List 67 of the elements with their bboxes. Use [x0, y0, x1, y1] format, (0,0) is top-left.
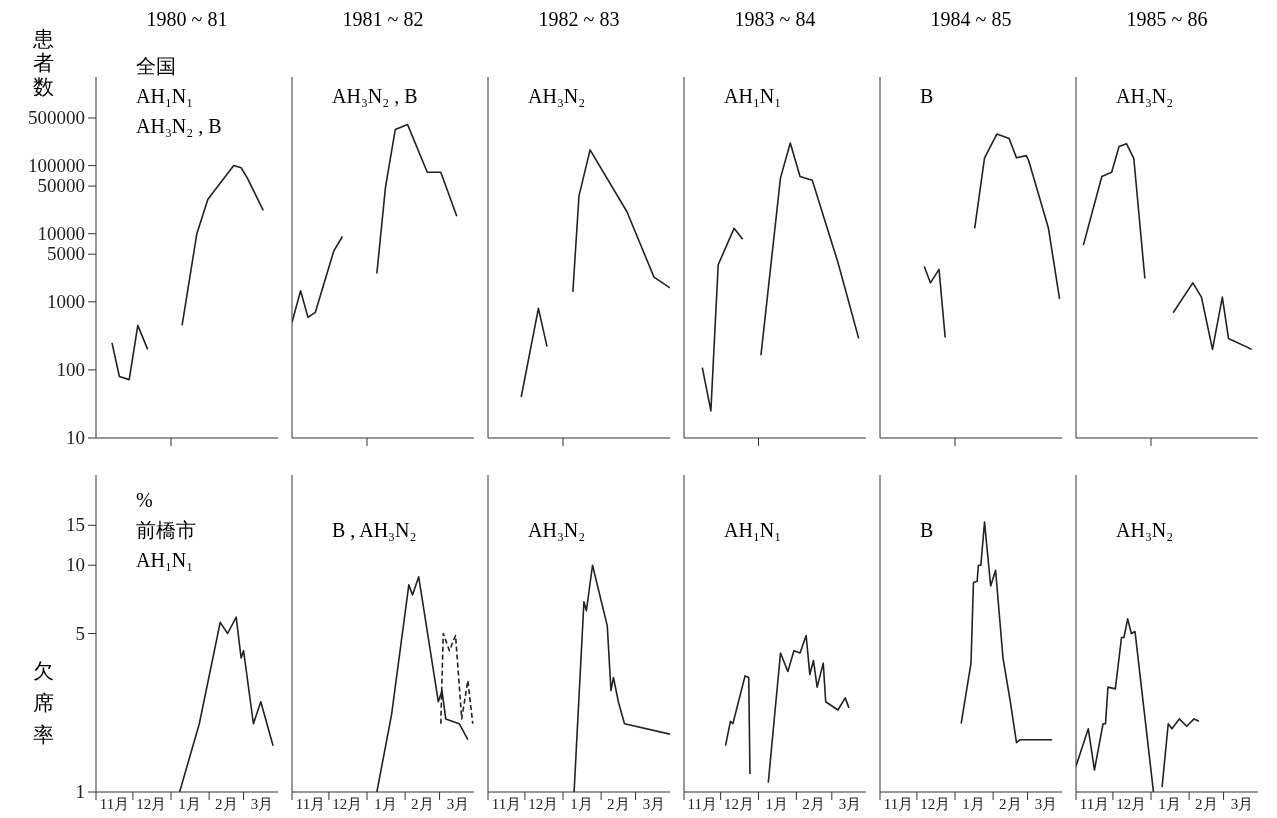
x-tick-label: 3月: [1034, 796, 1058, 812]
y-tick-label: 100: [56, 358, 85, 380]
chart-title: 1981 ~ 82: [341, 8, 425, 31]
x-tick-label: 1月: [570, 796, 593, 812]
y-tick-label: 500000: [28, 107, 85, 128]
x-tick-label: 2月: [802, 796, 825, 812]
y-tick-label: 50000: [37, 175, 85, 197]
annotation: AH₃N₂ , B: [136, 114, 222, 138]
y-axis-title: 欠席率: [33, 658, 55, 749]
annotation: AH₃N₂: [1116, 518, 1174, 542]
line-series: [178, 616, 274, 792]
x-tick-label: 11月: [687, 796, 718, 812]
y-tick-label: 10000: [37, 222, 85, 244]
x-tick-label: 2月: [411, 796, 434, 812]
x-tick-label: 3月: [1230, 796, 1254, 812]
y-tick-label: 1: [75, 781, 85, 802]
x-tick-label: 11月: [99, 796, 130, 812]
annotation: 前橋市: [136, 518, 196, 542]
annotation: AH₁N₁: [724, 518, 782, 542]
annotation: AH₁N₁: [136, 548, 194, 572]
x-tick-label: 12月: [136, 796, 167, 812]
y-tick-label: 5000: [47, 243, 85, 265]
x-tick-label: 3月: [250, 796, 274, 812]
y-tick-label: 10: [66, 427, 85, 448]
x-tick-label: 12月: [1116, 796, 1147, 812]
y-tick-label: 100000: [28, 154, 85, 176]
x-tick-label: 12月: [920, 796, 951, 812]
chart-title: 1984 ~ 85: [929, 8, 1013, 31]
y-tick-label: 10: [66, 554, 85, 576]
x-tick-label: 1月: [962, 796, 985, 812]
annotation: AH₃N₂: [528, 518, 586, 542]
x-tick-label: 11月: [1079, 796, 1110, 812]
y-tick-label: 1000: [47, 290, 85, 312]
x-tick-label: 12月: [332, 796, 363, 812]
chart-title: 1980 ~ 81: [145, 8, 229, 31]
y-axis-title: 患者数: [33, 27, 55, 99]
x-tick-label: 12月: [723, 796, 754, 812]
x-tick-label: 3月: [642, 796, 666, 812]
x-tick-label: 11月: [295, 796, 326, 812]
annotation: AH₁N₁: [724, 84, 782, 108]
annotation: AH₃N₂: [1116, 84, 1174, 108]
x-tick-label: 1月: [374, 796, 397, 812]
annotation: B , AH₃N₂: [332, 518, 417, 542]
chart-title: 1985 ~ 86: [1125, 8, 1209, 31]
y-tick-label: 15: [66, 514, 85, 536]
x-tick-label: 3月: [838, 796, 862, 812]
x-tick-label: 3月: [446, 796, 470, 812]
x-tick-label: 2月: [999, 796, 1022, 812]
x-tick-label: 2月: [1195, 796, 1218, 812]
annotation: AH₁N₁: [136, 84, 194, 108]
chart-title: 1983 ~ 84: [733, 8, 817, 31]
x-tick-label: 1月: [178, 796, 201, 812]
x-tick-label: 11月: [883, 796, 914, 812]
x-tick-label: 1月: [765, 796, 789, 812]
annotation: %: [136, 488, 153, 512]
x-tick-label: 1月: [1158, 796, 1181, 812]
annotation: B: [920, 518, 934, 542]
annotation: B: [920, 84, 934, 108]
annotation: AH₃N₂: [528, 84, 586, 108]
y-tick-label: 5: [75, 622, 85, 644]
annotation: AH₃N₂ , B: [332, 84, 418, 108]
x-tick-label: 2月: [215, 796, 238, 812]
x-tick-label: 2月: [607, 796, 630, 812]
annotation: 全国: [136, 54, 176, 78]
x-tick-label: 12月: [528, 796, 559, 812]
x-tick-label: 11月: [491, 796, 522, 812]
chart-title: 1982 ~ 83: [537, 8, 621, 31]
